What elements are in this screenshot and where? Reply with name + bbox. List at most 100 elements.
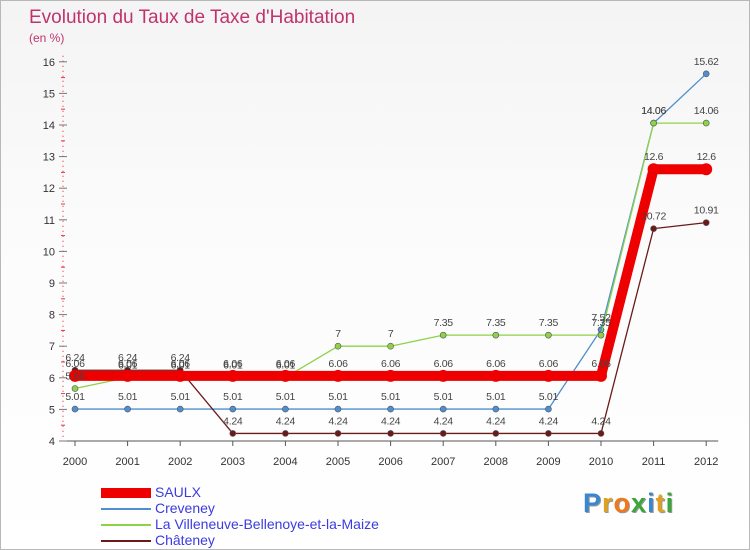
data-label: 6.24: [65, 352, 85, 364]
x-tick-label: 2011: [642, 456, 666, 468]
data-point: [492, 405, 500, 413]
data-label: 14.06: [694, 105, 719, 117]
legend-swatch: [101, 508, 151, 510]
data-label: 5.01: [381, 391, 401, 403]
data-label: 12.6: [644, 151, 664, 163]
data-label: 7: [388, 328, 394, 340]
data-point: [121, 369, 134, 382]
data-point: [71, 385, 79, 392]
x-tick-label: 2003: [221, 456, 245, 468]
y-tick-label: 12: [43, 183, 55, 195]
data-point: [387, 342, 394, 350]
data-point: [124, 405, 131, 413]
data-label: 6.06: [381, 358, 401, 370]
data-label: 5.01: [118, 391, 138, 403]
y-tick-label: 6: [49, 373, 55, 385]
data-label: 6.06: [171, 358, 191, 370]
data-point: [439, 331, 447, 339]
logo-letter: i: [647, 488, 656, 518]
data-label: 7.52: [591, 312, 611, 324]
data-label: 4.24: [381, 415, 401, 427]
x-tick-label: 2006: [378, 456, 402, 468]
data-label: 5.66: [65, 371, 85, 383]
data-label: 7: [335, 328, 341, 340]
data-label: 4.24: [328, 415, 348, 427]
data-point: [334, 405, 342, 413]
data-label: 4.24: [223, 415, 243, 427]
data-point: [489, 369, 502, 382]
data-label: 4.24: [539, 415, 559, 427]
data-label: 10.91: [694, 205, 719, 217]
logo-letter: r: [602, 488, 614, 518]
data-label: 5.01: [486, 391, 506, 403]
data-point: [439, 430, 447, 437]
proxiti-logo: Proxiti: [583, 488, 674, 519]
data-label: 6.06: [223, 358, 243, 370]
data-point: [437, 369, 450, 382]
y-tick-label: 9: [49, 278, 55, 290]
data-label: 6.06: [539, 358, 559, 370]
data-label: 7.35: [434, 317, 454, 329]
legend-swatch: [101, 488, 151, 498]
data-point: [334, 430, 342, 437]
x-tick-label: 2005: [326, 456, 350, 468]
data-point: [702, 70, 710, 78]
data-point: [282, 430, 289, 437]
data-label: 6.06: [65, 358, 85, 370]
data-point: [334, 342, 342, 350]
data-label: 10.72: [641, 211, 666, 223]
data-point: [226, 369, 239, 382]
legend-label: SAULX: [155, 484, 201, 500]
y-tick-label: 14: [43, 120, 55, 132]
y-tick-label: 7: [49, 341, 55, 353]
x-tick-label: 2008: [484, 456, 508, 468]
data-point: [384, 369, 397, 382]
data-point: [279, 369, 292, 382]
data-point: [700, 163, 713, 176]
data-label: 5.01: [276, 391, 296, 403]
legend-label: Creveney: [155, 500, 215, 516]
data-label: 14.06: [641, 105, 666, 117]
data-point: [229, 430, 237, 437]
logo-letter: x: [631, 488, 648, 518]
data-point: [282, 405, 289, 413]
x-tick-label: 2007: [431, 456, 455, 468]
data-label: 6.01: [171, 359, 191, 371]
logo-letter: o: [613, 488, 632, 518]
data-point: [229, 405, 237, 413]
data-point: [542, 369, 555, 382]
data-label: 5.01: [171, 391, 191, 403]
data-label: 7.35: [486, 317, 506, 329]
data-label: 6.06: [118, 358, 138, 370]
data-point: [387, 405, 394, 413]
data-label: 6.06: [486, 358, 506, 370]
y-tick-label: 5: [49, 404, 55, 416]
data-point: [545, 331, 552, 339]
data-label: 6.06: [328, 358, 348, 370]
data-point: [597, 331, 605, 339]
legend-swatch: [101, 524, 151, 526]
y-tick-label: 16: [43, 57, 55, 69]
data-label: 5.01: [223, 391, 243, 403]
data-label: 6.24: [171, 352, 191, 364]
unit-label: (en %): [29, 31, 65, 45]
data-label: 4.24: [434, 415, 454, 427]
data-point: [650, 119, 657, 127]
data-point: [545, 430, 552, 437]
data-point: [650, 225, 657, 232]
data-point: [332, 369, 344, 382]
data-label: 5.01: [434, 391, 454, 403]
data-point: [597, 430, 605, 437]
data-point: [492, 430, 500, 437]
data-point: [387, 430, 394, 437]
y-tick-label: 8: [49, 310, 55, 322]
y-tick-label: 10: [43, 246, 55, 258]
data-point: [69, 369, 81, 382]
logo-letter: i: [665, 488, 675, 518]
data-label: 5.01: [328, 391, 348, 403]
data-label: 6.06: [276, 358, 296, 370]
x-tick-label: 2010: [589, 456, 613, 468]
x-tick-label: 2009: [536, 456, 560, 468]
